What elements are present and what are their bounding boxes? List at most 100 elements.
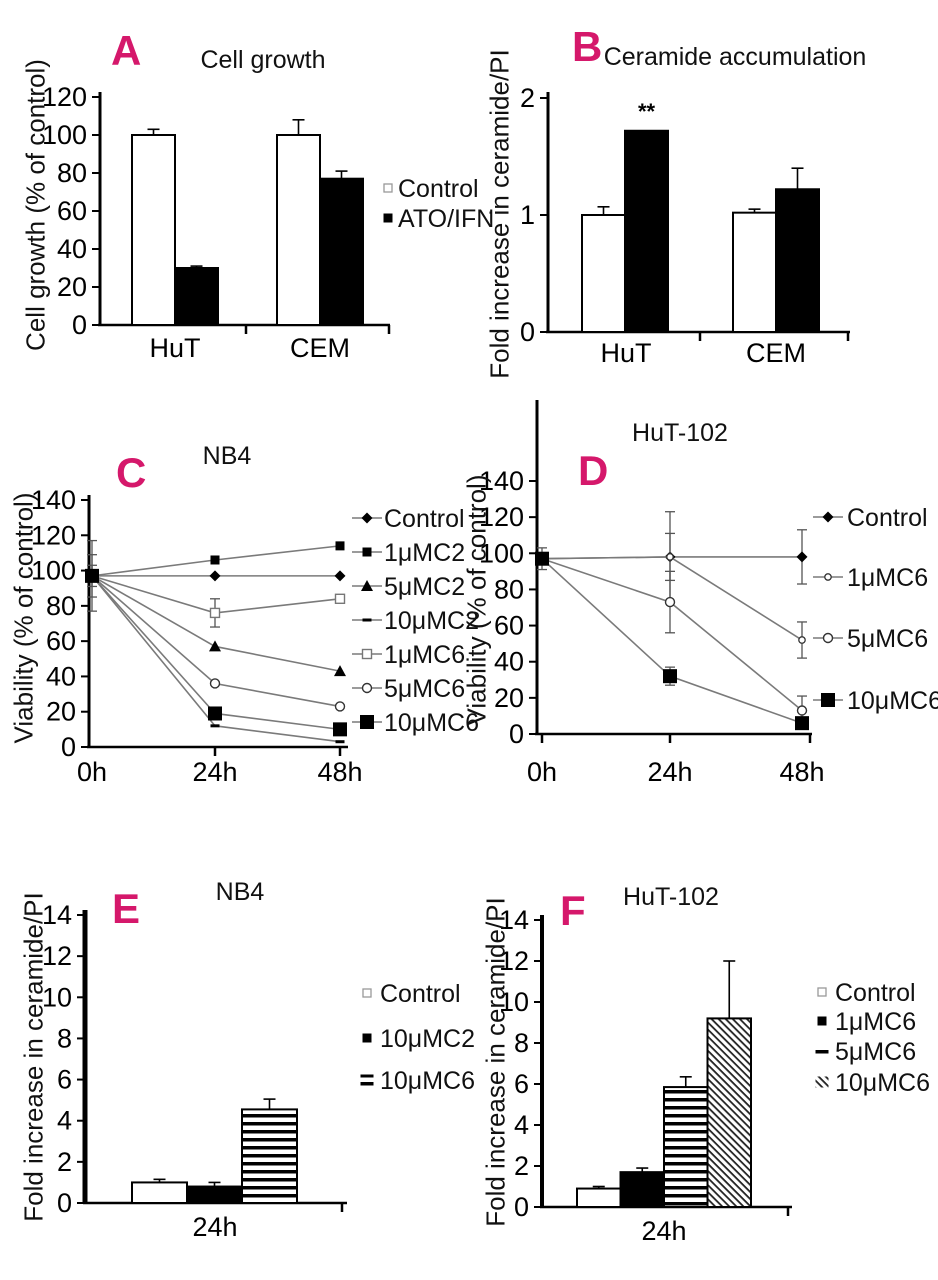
x-category-label: 0h	[527, 757, 557, 787]
y-tick-label: 80	[494, 574, 524, 604]
legend-E: Control 10μMC2 10μMC6	[360, 980, 475, 1095]
x-category-label: 24h	[192, 1212, 237, 1242]
bar	[706, 1017, 752, 1209]
panel-E: 0 2 4 6 8 10 12 14 24h Control 10μMC2 10μMC6	[42, 900, 475, 1242]
legend-label: 1μMC6	[847, 564, 928, 592]
y-tick-label: 100	[479, 538, 524, 568]
legend-label: 10μMC6	[384, 709, 479, 737]
y-tick-label: 8	[57, 1023, 72, 1053]
marker-open-square-small	[817, 987, 827, 997]
marker-filled-triangle	[361, 580, 373, 591]
marker-open-circle	[361, 682, 373, 694]
y-tick-label: 0	[514, 1192, 529, 1222]
y-tick-label: 40	[494, 647, 524, 677]
bar	[174, 267, 219, 326]
legend-label: 1μMC6	[835, 1008, 916, 1036]
bar	[624, 129, 669, 333]
series-Control	[131, 1178, 188, 1205]
legend-item: 5μMC2	[352, 573, 465, 601]
legend-item: 10μMC2	[352, 607, 479, 635]
series-Control	[581, 206, 777, 333]
legend-C: Control 1μMC2 5μMC2 10μMC2 1μMC6 5μMC6 10μMC6	[352, 505, 479, 737]
legend-item: 5μMC6	[813, 625, 928, 653]
series-Control	[576, 1185, 622, 1209]
bar	[131, 1181, 188, 1205]
marker-hstripe-square	[815, 1045, 829, 1057]
bar	[276, 134, 321, 326]
bar	[186, 1185, 243, 1204]
legend-item: 10μMC6	[815, 1069, 930, 1097]
series-5μMC6	[86, 570, 346, 712]
y-tick-label: 120	[31, 520, 76, 550]
legend-item: 1μMC2	[352, 539, 465, 567]
y-tick-label: 100	[31, 556, 76, 586]
legend-label: Control	[398, 175, 479, 203]
marker-filled-square-large	[85, 568, 99, 583]
legend-item: 10μMC6	[813, 687, 938, 715]
y-tick-label: 2	[57, 1147, 72, 1177]
marker-filled-diamond	[209, 570, 221, 582]
y-tick-label: 0	[520, 317, 535, 347]
y-tick-label: 6	[514, 1069, 529, 1099]
marker-filled-square-large	[795, 716, 809, 731]
panel-letter-d: D	[578, 447, 609, 494]
panel-letter-b: B	[572, 23, 603, 70]
x-category-label: HuT	[149, 333, 200, 363]
panel-C: 0 20 40 60 80 100 120 140 0h 24h 48h Control 1μMC2 5μ…	[31, 485, 479, 787]
marker-dash	[335, 740, 345, 744]
marker-filled-square-small	[817, 1016, 827, 1026]
legend-item: Control	[352, 505, 465, 533]
x-category-label: HuT	[600, 338, 651, 368]
panel-title-d: HuT-102	[632, 419, 728, 447]
y-axis-label-d: Viability (% of control)	[461, 474, 492, 726]
bar	[619, 1171, 665, 1209]
series-5μMC6	[663, 1076, 709, 1208]
series-1μMC6	[538, 511, 807, 659]
y-tick-label: 8	[514, 1028, 529, 1058]
legend-label: 5μMC6	[384, 675, 465, 703]
y-tick-label: 6	[57, 1065, 72, 1095]
marker-open-circle-small	[666, 553, 674, 561]
marker-filled-triangle	[334, 665, 346, 677]
marker-filled-square-small	[210, 555, 220, 565]
x-category-label: 24h	[192, 757, 237, 787]
legend-label: 10μMC6	[835, 1069, 930, 1097]
y-tick-label: 140	[31, 485, 76, 515]
marker-open-circle	[822, 632, 834, 644]
y-tick-label: 140	[479, 466, 524, 496]
panel-title-f: HuT-102	[623, 883, 719, 911]
legend-label: Control	[835, 979, 916, 1007]
marker-open-circle	[209, 678, 221, 689]
y-tick-label: 60	[57, 196, 87, 226]
y-tick-label: 60	[494, 611, 524, 641]
legend-item: ATO/IFN	[383, 205, 494, 233]
legend-label: 5μMC2	[384, 573, 465, 601]
y-tick-label: 120	[479, 502, 524, 532]
legend-item: Control	[813, 504, 928, 532]
y-tick-label: 40	[57, 234, 87, 264]
marker-filled-square-small	[362, 1033, 372, 1043]
y-tick-label: 0	[61, 732, 76, 762]
series-ATO/IFN	[624, 129, 820, 333]
bar	[663, 1086, 709, 1208]
significance-annotation: **	[638, 99, 656, 124]
marker-open-circle	[664, 596, 676, 608]
marker-filled-square-large	[663, 669, 677, 684]
legend-item: 10μMC2	[362, 1025, 475, 1053]
y-tick-label: 120	[42, 82, 87, 112]
marker-filled-square-large	[208, 706, 222, 721]
x-category-label: 24h	[641, 1216, 686, 1246]
legend-label: 10μMC6	[380, 1067, 475, 1095]
legend-label: 10μMC6	[847, 687, 938, 715]
y-axis-label-b: Fold increase in ceramide/PI	[484, 49, 515, 379]
marker-filled-square-large	[333, 722, 347, 737]
panel-letter-e: E	[112, 885, 141, 932]
x-category-label: 0h	[77, 757, 107, 787]
marker-open-square	[209, 607, 221, 619]
marker-open-square-small	[362, 988, 372, 998]
y-tick-label: 100	[42, 120, 87, 150]
bar	[131, 134, 176, 326]
y-tick-label: 0	[509, 719, 524, 749]
